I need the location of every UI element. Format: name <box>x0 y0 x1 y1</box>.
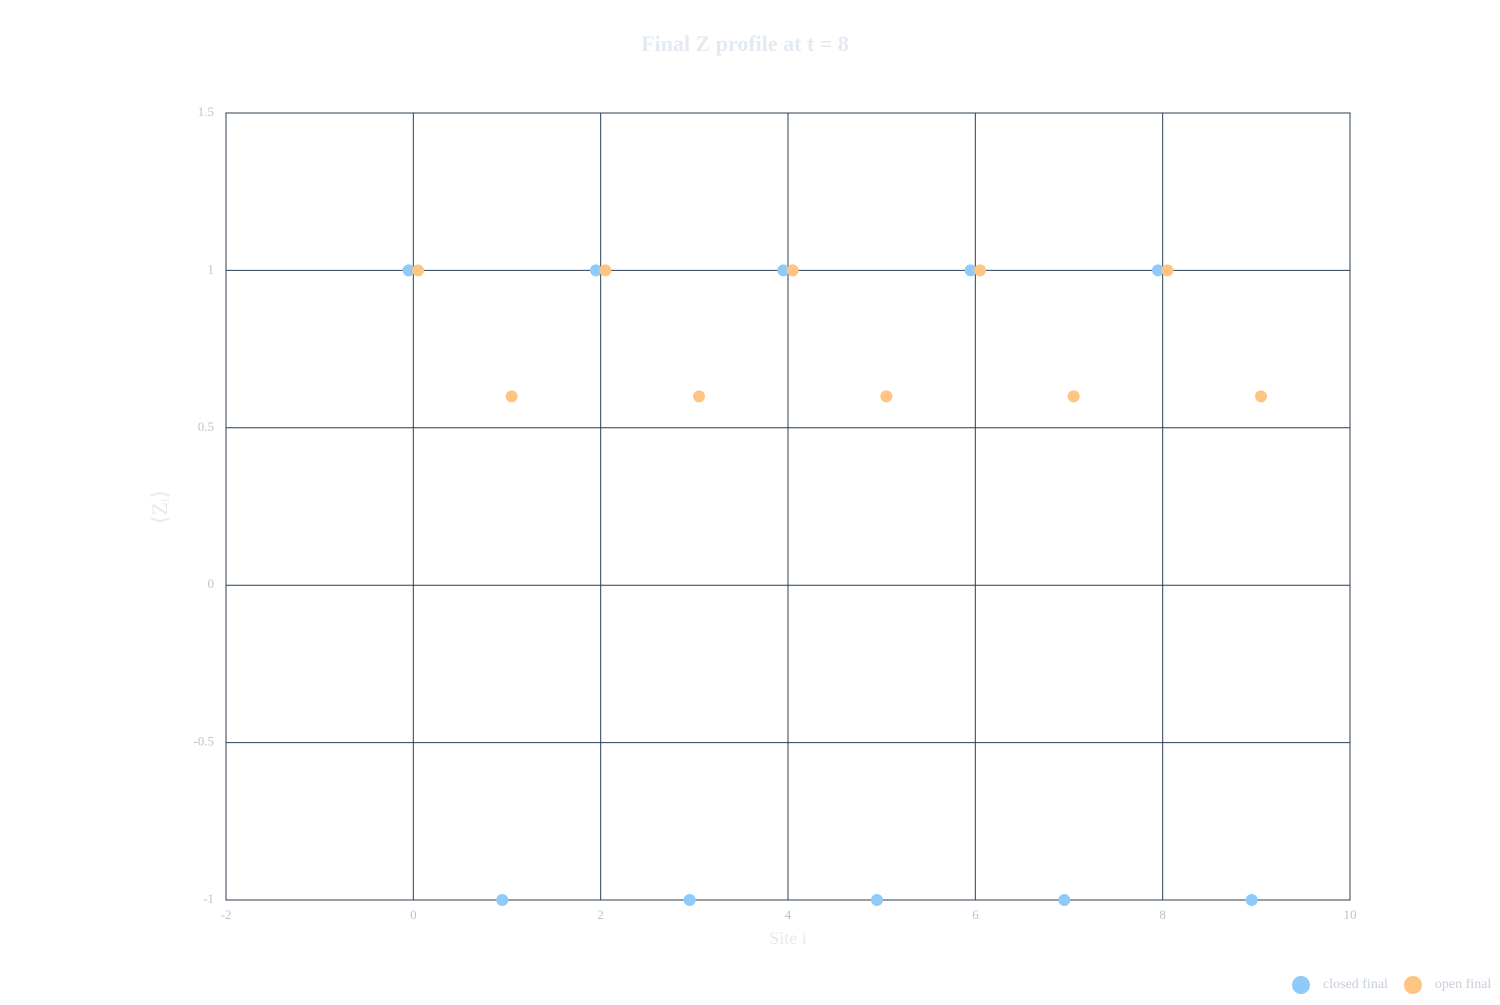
point <box>599 264 612 277</box>
point <box>683 894 696 906</box>
point <box>1151 264 1164 277</box>
x-tick-label: -2 <box>221 907 232 922</box>
y-axis-label: ⟨Zᵢ⟩ <box>147 490 172 524</box>
x-tick-label: 6 <box>972 907 979 922</box>
point <box>964 264 977 277</box>
x-tick-label: 4 <box>785 907 792 922</box>
point <box>693 390 706 403</box>
point <box>412 264 425 277</box>
point <box>496 894 509 906</box>
point <box>1067 390 1080 403</box>
point <box>589 264 602 277</box>
legend-marker <box>1403 976 1422 994</box>
chart-title: Final Z profile at t = 8 <box>641 31 849 56</box>
point <box>870 894 883 906</box>
y-tick-label: 1 <box>208 261 215 276</box>
legend-label: closed final <box>1323 977 1388 992</box>
point <box>974 264 987 277</box>
point <box>402 264 415 277</box>
y-tick-label: -1 <box>203 891 214 906</box>
point <box>1058 894 1071 906</box>
legend-label: open final <box>1435 977 1491 992</box>
point <box>880 390 893 403</box>
y-tick-label: 0 <box>208 576 215 591</box>
point <box>1255 390 1268 403</box>
point <box>786 264 799 277</box>
y-tick-label: 1.5 <box>198 104 214 119</box>
y-tick-label: 0.5 <box>198 419 214 434</box>
point <box>777 264 790 277</box>
point <box>1161 264 1174 277</box>
y-tick-label: -0.5 <box>193 734 214 749</box>
legend-marker <box>1292 976 1310 994</box>
point <box>1245 894 1258 906</box>
x-tick-label: 10 <box>1344 907 1357 922</box>
point <box>505 390 518 403</box>
x-tick-label: 8 <box>1159 907 1166 922</box>
x-axis-label: Site i <box>769 928 807 948</box>
x-tick-label: 0 <box>410 907 417 922</box>
x-tick-label: 2 <box>597 907 604 922</box>
